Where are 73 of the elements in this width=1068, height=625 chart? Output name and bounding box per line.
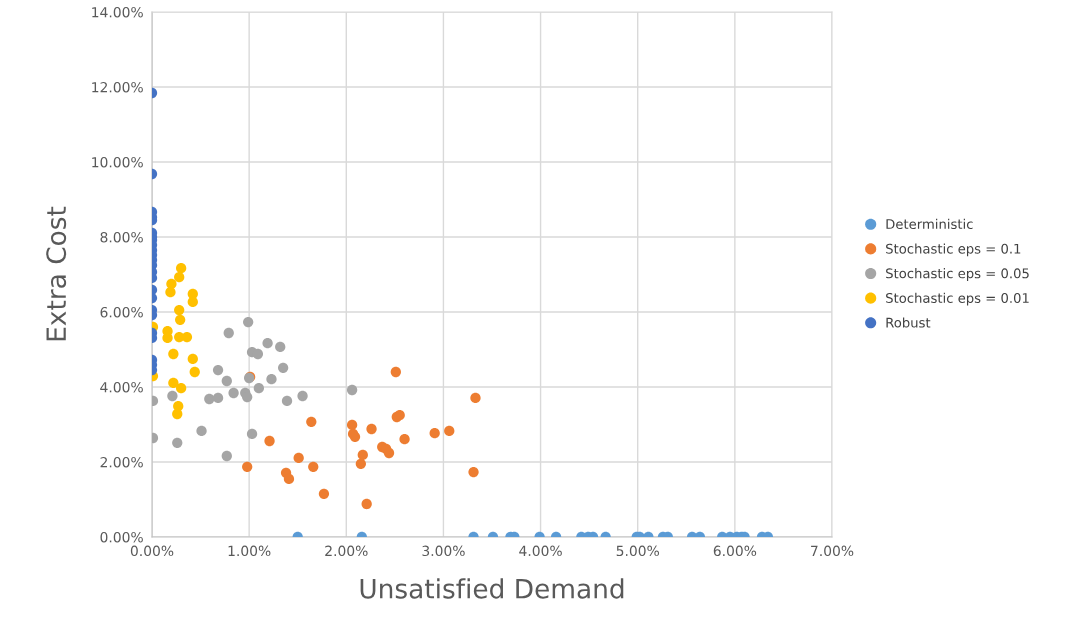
x-tick-label: 2.00% [325,545,368,557]
point [361,498,372,510]
point [168,377,179,389]
point [167,390,178,402]
point [253,382,265,394]
point [168,348,179,360]
point [306,416,317,428]
legend-label: Robust [886,317,931,328]
point [223,327,234,339]
x-tick-label: 6.00% [713,545,757,557]
x-tick-label: 1.00% [228,545,271,557]
point [283,473,295,485]
legend-label: Stochastic eps = 0.1 [886,243,1021,257]
point [390,366,401,378]
point [429,427,440,439]
point [297,390,308,402]
point [275,341,286,353]
y-tick-label: 12.00% [92,81,143,93]
point [189,366,200,378]
point [293,452,304,464]
point [174,271,185,283]
y-tick-label: 14.00% [92,6,143,18]
point [277,362,289,374]
y-axis-title: Extra Cost [46,206,67,341]
y-tick-label: 0.00% [100,531,143,543]
point [355,458,367,470]
x-tick-label: 3.00% [422,545,465,557]
point [366,423,377,435]
legend-label: Stochastic eps = 0.05 [886,268,1029,281]
point [242,461,253,473]
point [246,428,258,440]
legend-label: Deterministic [886,218,973,230]
y-tick-label: 2.00% [100,456,143,468]
x-axis-title: Unsatisfied Demand [360,578,624,599]
x-tick-label: 4.00% [519,545,562,557]
point [346,384,358,396]
point [165,286,176,298]
point [468,466,479,478]
point [174,304,185,316]
point [399,433,410,445]
point [221,375,232,387]
point [281,395,293,407]
x-tick-label: 7.00% [811,545,854,557]
x-tick-label: 5.00% [616,545,660,557]
y-tick-label: 4.00% [100,381,143,393]
point [264,435,275,447]
point [175,382,187,394]
point [221,450,232,462]
point [266,373,277,385]
point [243,316,254,328]
point [172,408,183,420]
x-tick-label: 0.00% [130,545,174,557]
y-tick-label: 8.00% [100,231,143,243]
point [357,449,368,461]
point [383,447,395,459]
point [308,461,319,473]
legend-label: Stochastic eps = 0.01 [886,292,1029,306]
point [196,425,207,437]
y-tick-label: 6.00% [100,306,143,318]
point [318,488,330,500]
point [187,353,198,365]
point [262,337,273,349]
point [204,393,215,405]
point [212,364,224,376]
point [470,392,481,404]
point [175,314,186,326]
point [175,262,187,274]
point [172,437,183,449]
y-tick-label: 10.00% [92,156,143,168]
point [346,419,358,431]
point [228,387,239,399]
point [212,392,224,404]
point [444,425,455,437]
